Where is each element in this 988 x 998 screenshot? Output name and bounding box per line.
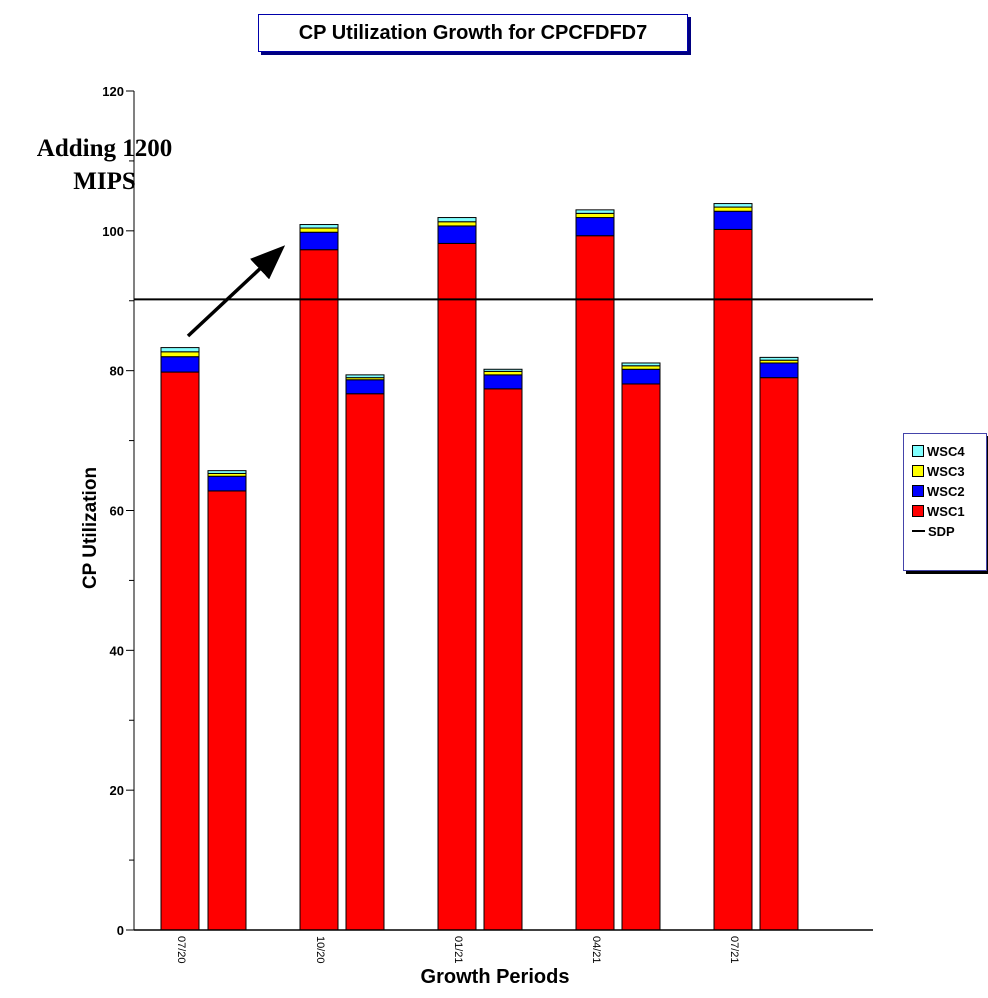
bar-wsc4-6 <box>483 368 523 372</box>
bar-wsc2-7 <box>575 217 615 237</box>
legend-item-wsc4: WSC4 <box>912 442 965 460</box>
annotation-line-1: Adding 1200 <box>36 135 173 162</box>
x-tick-label-4: 04/21 <box>590 936 602 964</box>
bar-wsc4-1 <box>160 347 200 353</box>
legend-label-wsc2: WSC2 <box>927 483 965 499</box>
legend-label-sdp: SDP <box>928 523 955 539</box>
y-axis-label: CP Utilization <box>80 466 101 590</box>
bar-wsc4-9 <box>713 203 753 208</box>
bar-wsc2-9 <box>713 210 753 230</box>
y-tick-label-20: 20 <box>110 783 124 798</box>
bar-wsc1-4 <box>345 393 385 931</box>
bar-wsc2-3 <box>299 231 339 251</box>
bar-wsc3-5 <box>437 221 477 227</box>
annotation-arrow <box>186 245 286 338</box>
x-tick-label-3: 01/21 <box>452 936 464 964</box>
bar-wsc3-1 <box>160 351 200 358</box>
bar-wsc2-5 <box>437 225 477 244</box>
bar-wsc4-3 <box>299 224 339 229</box>
bar-wsc1-9 <box>713 228 753 931</box>
legend-swatch-wsc2 <box>912 485 924 497</box>
y-tick-label-120: 120 <box>102 84 124 99</box>
bar-wsc1-10 <box>759 377 799 931</box>
bar-wsc3-9 <box>713 206 753 212</box>
legend-line-sdp <box>912 530 925 532</box>
annotation-text: Adding 1200 MIPS <box>2 132 207 198</box>
legend-swatch-wsc3 <box>912 465 924 477</box>
legend: WSC4 WSC3 WSC2 WSC1 SDP <box>903 433 987 571</box>
bar-wsc2-6 <box>483 374 523 390</box>
bar-wsc1-3 <box>299 249 339 931</box>
chart-title: CP Utilization Growth for CPCFDFD7 <box>258 14 688 52</box>
y-tick-label-40: 40 <box>110 643 124 658</box>
bar-wsc1-7 <box>575 235 615 931</box>
bar-wsc4-2 <box>207 470 247 474</box>
legend-swatch-wsc4 <box>912 445 924 457</box>
x-tick-label-5: 07/21 <box>728 936 740 964</box>
bar-wsc3-7 <box>575 212 615 219</box>
y-tick-label-100: 100 <box>102 224 124 239</box>
bar-wsc2-1 <box>160 356 200 373</box>
chart-title-text: CP Utilization Growth for CPCFDFD7 <box>298 21 648 44</box>
bar-wsc2-2 <box>207 475 247 492</box>
y-tick-label-80: 80 <box>110 364 124 379</box>
bar-wsc3-3 <box>299 227 339 233</box>
bar-wsc1-2 <box>207 490 247 931</box>
bar-wsc4-10 <box>759 356 799 361</box>
legend-item-wsc3: WSC3 <box>912 462 965 480</box>
bar-wsc3-8 <box>621 365 661 370</box>
x-axis-label: Growth Periods <box>420 966 570 988</box>
x-tick-label-2: 10/20 <box>314 936 326 964</box>
bar-wsc1-1 <box>160 371 200 931</box>
legend-item-sdp: SDP <box>912 522 955 540</box>
x-tick-label-1: 07/20 <box>175 936 187 964</box>
bar-wsc4-4 <box>345 374 385 379</box>
legend-swatch-wsc1 <box>912 505 924 517</box>
bar-wsc2-4 <box>345 379 385 395</box>
bar-wsc1-5 <box>437 242 477 931</box>
bar-wsc1-6 <box>483 388 523 931</box>
y-tick-label-0: 0 <box>117 923 124 938</box>
bar-wsc4-5 <box>437 217 477 223</box>
legend-item-wsc1: WSC1 <box>912 502 965 520</box>
bar-wsc3-6 <box>483 370 523 376</box>
legend-label-wsc1: WSC1 <box>927 503 965 519</box>
bar-wsc2-8 <box>621 368 661 385</box>
bar-wsc4-7 <box>575 209 615 214</box>
bar-wsc2-10 <box>759 362 799 379</box>
bar-wsc1-8 <box>621 383 661 931</box>
y-tick-label-60: 60 <box>110 504 124 519</box>
legend-item-wsc2: WSC2 <box>912 482 965 500</box>
annotation-line-2: MIPS <box>73 168 136 195</box>
bar-wsc4-8 <box>621 362 661 367</box>
legend-label-wsc3: WSC3 <box>927 463 965 479</box>
legend-label-wsc4: WSC4 <box>927 443 965 459</box>
